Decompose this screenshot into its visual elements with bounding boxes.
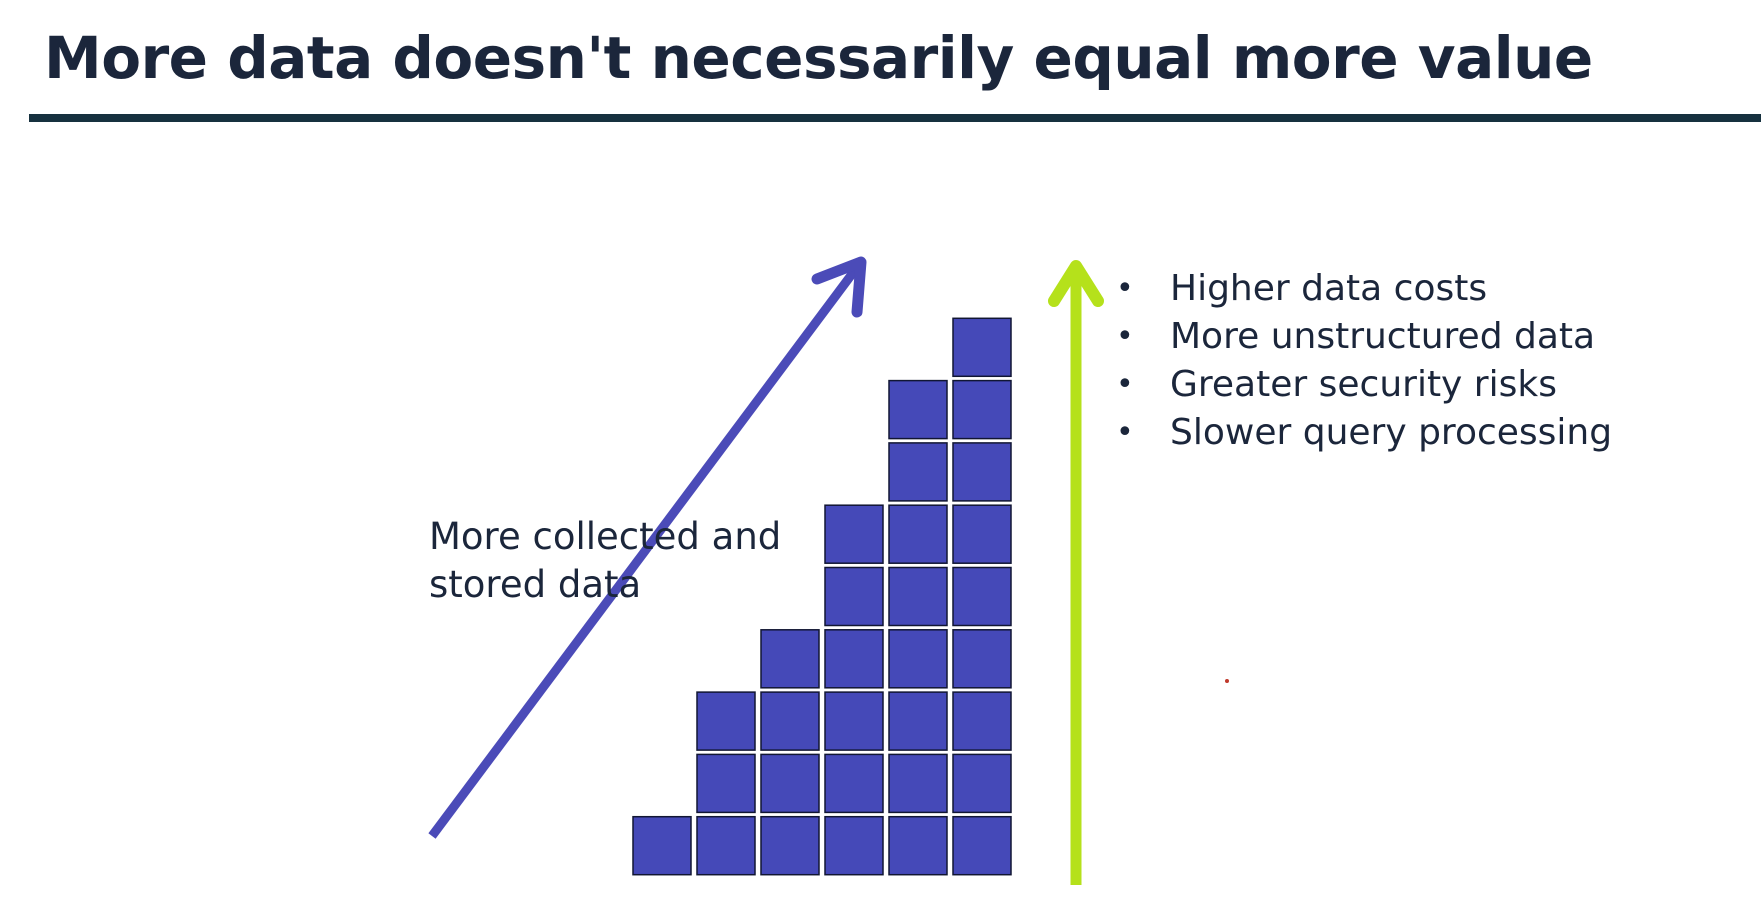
data-block <box>952 629 1012 689</box>
data-block <box>824 566 884 627</box>
data-block <box>760 815 820 876</box>
data-block <box>888 691 948 751</box>
data-block <box>888 753 948 814</box>
data-block <box>952 504 1012 564</box>
consequence-item: More unstructured data <box>1112 313 1612 361</box>
data-block <box>824 504 884 564</box>
data-block <box>952 691 1012 751</box>
consequence-item: Slower query processing <box>1112 409 1612 457</box>
data-block <box>760 753 820 814</box>
consequence-item: Greater security risks <box>1112 361 1612 409</box>
title-underline <box>29 114 1761 122</box>
consequence-list: Higher data costsMore unstructured dataG… <box>1112 265 1612 457</box>
slide-title: More data doesn't necessarily equal more… <box>44 24 1593 92</box>
data-blocks-staircase <box>632 317 1012 876</box>
stray-dot <box>1225 679 1229 683</box>
data-block <box>824 691 884 751</box>
data-block <box>888 379 948 440</box>
data-block <box>824 753 884 814</box>
data-block <box>952 317 1012 378</box>
data-block <box>952 379 1012 440</box>
data-block <box>952 566 1012 627</box>
data-block <box>696 753 756 814</box>
data-block <box>888 504 948 564</box>
data-block <box>888 566 948 627</box>
arrow-up-icon <box>1048 260 1104 885</box>
data-block <box>824 629 884 689</box>
arrow-up-right-icon <box>428 256 867 839</box>
data-block <box>952 442 1012 502</box>
data-block <box>824 815 884 876</box>
consequence-item: Higher data costs <box>1112 265 1612 313</box>
data-block <box>696 815 756 876</box>
data-block <box>952 753 1012 814</box>
data-block <box>888 629 948 689</box>
data-block <box>760 691 820 751</box>
data-block <box>760 629 820 689</box>
data-block <box>888 442 948 502</box>
collected-data-label: More collected and stored data <box>429 515 782 606</box>
data-block <box>632 815 692 876</box>
data-block <box>888 815 948 876</box>
data-block <box>952 815 1012 876</box>
data-block <box>696 691 756 751</box>
